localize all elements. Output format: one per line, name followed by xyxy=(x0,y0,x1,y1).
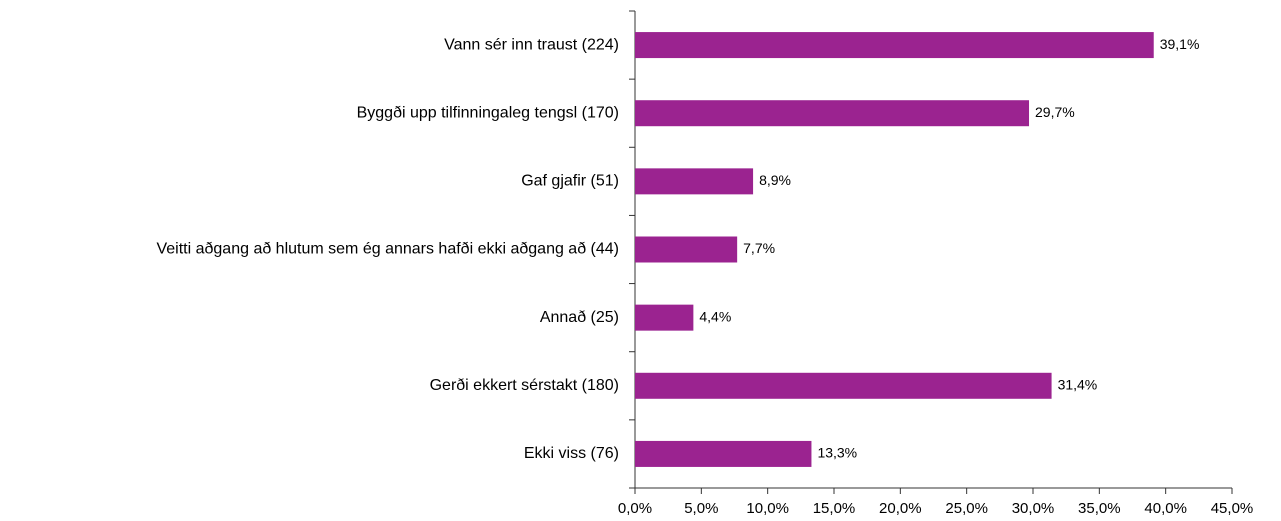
y-tick-label: Gaf gjafir (51) xyxy=(521,173,619,190)
bar xyxy=(635,236,738,263)
x-tick-label: 10,0% xyxy=(746,500,789,517)
y-tick-label: Annað (25) xyxy=(540,309,619,326)
bar xyxy=(635,32,1154,59)
bar xyxy=(635,100,1030,127)
x-tick-label: 30,0% xyxy=(1012,500,1055,517)
value-label: 39,1% xyxy=(1160,36,1200,52)
bar xyxy=(635,304,694,331)
x-tick-label: 0,0% xyxy=(618,500,652,517)
bar xyxy=(635,168,754,195)
value-label: 4,4% xyxy=(699,308,731,324)
y-tick-label: Byggði upp tilfinningaleg tengsl (170) xyxy=(357,104,619,121)
bar xyxy=(635,440,812,467)
value-label: 29,7% xyxy=(1035,104,1075,120)
value-label: 31,4% xyxy=(1058,376,1098,392)
x-tick-label: 20,0% xyxy=(879,500,922,517)
y-tick-label: Ekki viss (76) xyxy=(524,445,619,462)
bar xyxy=(635,372,1052,399)
x-tick-label: 25,0% xyxy=(945,500,988,517)
value-label: 13,3% xyxy=(817,445,857,461)
value-label: 7,7% xyxy=(743,240,775,256)
y-tick-label: Vann sér inn traust (224) xyxy=(444,36,619,53)
y-tick-label: Veitti aðgang að hlutum sem ég annars ha… xyxy=(156,241,619,258)
x-tick-label: 45,0% xyxy=(1211,500,1254,517)
x-tick-label: 35,0% xyxy=(1078,500,1121,517)
x-tick-label: 15,0% xyxy=(813,500,856,517)
y-tick-label: Gerði ekkert sérstakt (180) xyxy=(430,377,619,394)
value-label: 8,9% xyxy=(759,172,791,188)
x-tick-label: 40,0% xyxy=(1144,500,1187,517)
x-tick-label: 5,0% xyxy=(684,500,718,517)
